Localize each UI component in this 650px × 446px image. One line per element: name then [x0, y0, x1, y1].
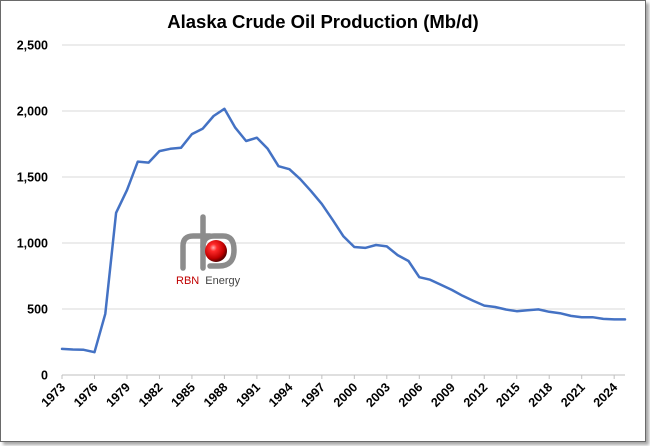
data-point	[71, 348, 75, 352]
data-point	[461, 294, 465, 298]
x-tick-label: 1988	[201, 380, 231, 410]
data-point	[309, 189, 313, 193]
rbn-energy-logo: RBN Energy	[176, 214, 241, 287]
data-point	[147, 161, 151, 165]
y-tick-label: 0	[41, 369, 48, 383]
data-point	[612, 317, 616, 321]
data-point	[179, 146, 183, 150]
data-point	[385, 244, 389, 248]
data-point	[623, 317, 627, 321]
data-point	[482, 304, 486, 308]
data-point	[601, 317, 605, 321]
data-point	[450, 288, 454, 292]
data-point	[352, 245, 356, 249]
data-point	[558, 311, 562, 315]
data-point	[255, 136, 259, 140]
x-tick-label: 1994	[266, 380, 296, 410]
y-tick-label: 500	[27, 303, 48, 317]
x-tick-label: 2003	[363, 380, 393, 410]
data-point	[363, 246, 367, 250]
data-point	[212, 114, 216, 118]
x-tick-label: 1991	[233, 380, 263, 410]
x-tick-label: 2009	[428, 380, 458, 410]
data-point	[417, 275, 421, 279]
x-tick-label: 1985	[168, 380, 198, 410]
data-point	[233, 126, 237, 130]
data-point	[471, 299, 475, 303]
data-point	[136, 160, 140, 164]
data-point	[526, 308, 530, 312]
data-point	[222, 107, 226, 111]
x-tick-label: 2006	[396, 380, 426, 410]
y-tick-label: 1,500	[17, 171, 48, 185]
data-point	[547, 310, 551, 314]
data-point	[406, 259, 410, 263]
data-point	[82, 348, 86, 352]
data-point	[515, 309, 519, 313]
data-point	[114, 211, 118, 215]
data-point	[125, 188, 129, 192]
x-tick-label: 1997	[298, 380, 328, 410]
data-point	[342, 234, 346, 238]
series-line	[60, 107, 627, 354]
data-point	[504, 308, 508, 312]
data-point	[92, 350, 96, 354]
data-point	[103, 312, 107, 316]
y-axis: 0 500 1,000 1,500 2,000 2,500	[17, 39, 48, 383]
data-point	[157, 149, 161, 153]
data-point	[201, 127, 205, 131]
data-point	[60, 347, 64, 351]
gridlines	[62, 44, 625, 376]
data-point	[569, 314, 573, 318]
data-point	[168, 147, 172, 151]
chart-title: Alaska Crude Oil Production (Mb/d)	[167, 11, 479, 32]
data-point	[396, 253, 400, 257]
data-point	[493, 305, 497, 309]
data-point	[244, 139, 248, 143]
data-point	[428, 278, 432, 282]
x-tick-label: 2012	[461, 380, 491, 410]
x-tick-label: 2015	[493, 380, 523, 410]
data-point	[320, 202, 324, 206]
x-tick-label: 1976	[71, 380, 101, 410]
data-point	[287, 167, 291, 171]
data-point	[374, 243, 378, 247]
data-point	[439, 283, 443, 287]
logo-suffix: Energy	[205, 275, 240, 287]
data-point	[190, 132, 194, 136]
logo-text: RBN Energy	[176, 275, 241, 287]
data-point	[331, 218, 335, 222]
data-point	[266, 147, 270, 151]
data-point	[298, 177, 302, 181]
y-tick-label: 2,500	[17, 39, 48, 53]
x-tick-label: 2000	[331, 380, 361, 410]
data-point	[580, 315, 584, 319]
x-tick-label: 2024	[591, 380, 621, 410]
x-tick-label: 1973	[39, 380, 69, 410]
data-point	[591, 315, 595, 319]
data-point	[536, 307, 540, 311]
x-tick-label: 1982	[136, 380, 166, 410]
y-tick-label: 1,000	[17, 237, 48, 251]
data-point	[277, 164, 281, 168]
logo-brand: RBN	[176, 275, 199, 287]
y-tick-label: 2,000	[17, 105, 48, 119]
x-axis: 1973 1976 1979 1982 1985 1988 1991 1994 1997 2000…	[39, 375, 621, 410]
red-ball-icon	[205, 240, 227, 262]
x-tick-label: 1979	[104, 380, 134, 410]
series-layer	[60, 107, 627, 354]
x-tick-label: 2021	[558, 380, 588, 410]
x-tick-label: 2018	[526, 380, 556, 410]
